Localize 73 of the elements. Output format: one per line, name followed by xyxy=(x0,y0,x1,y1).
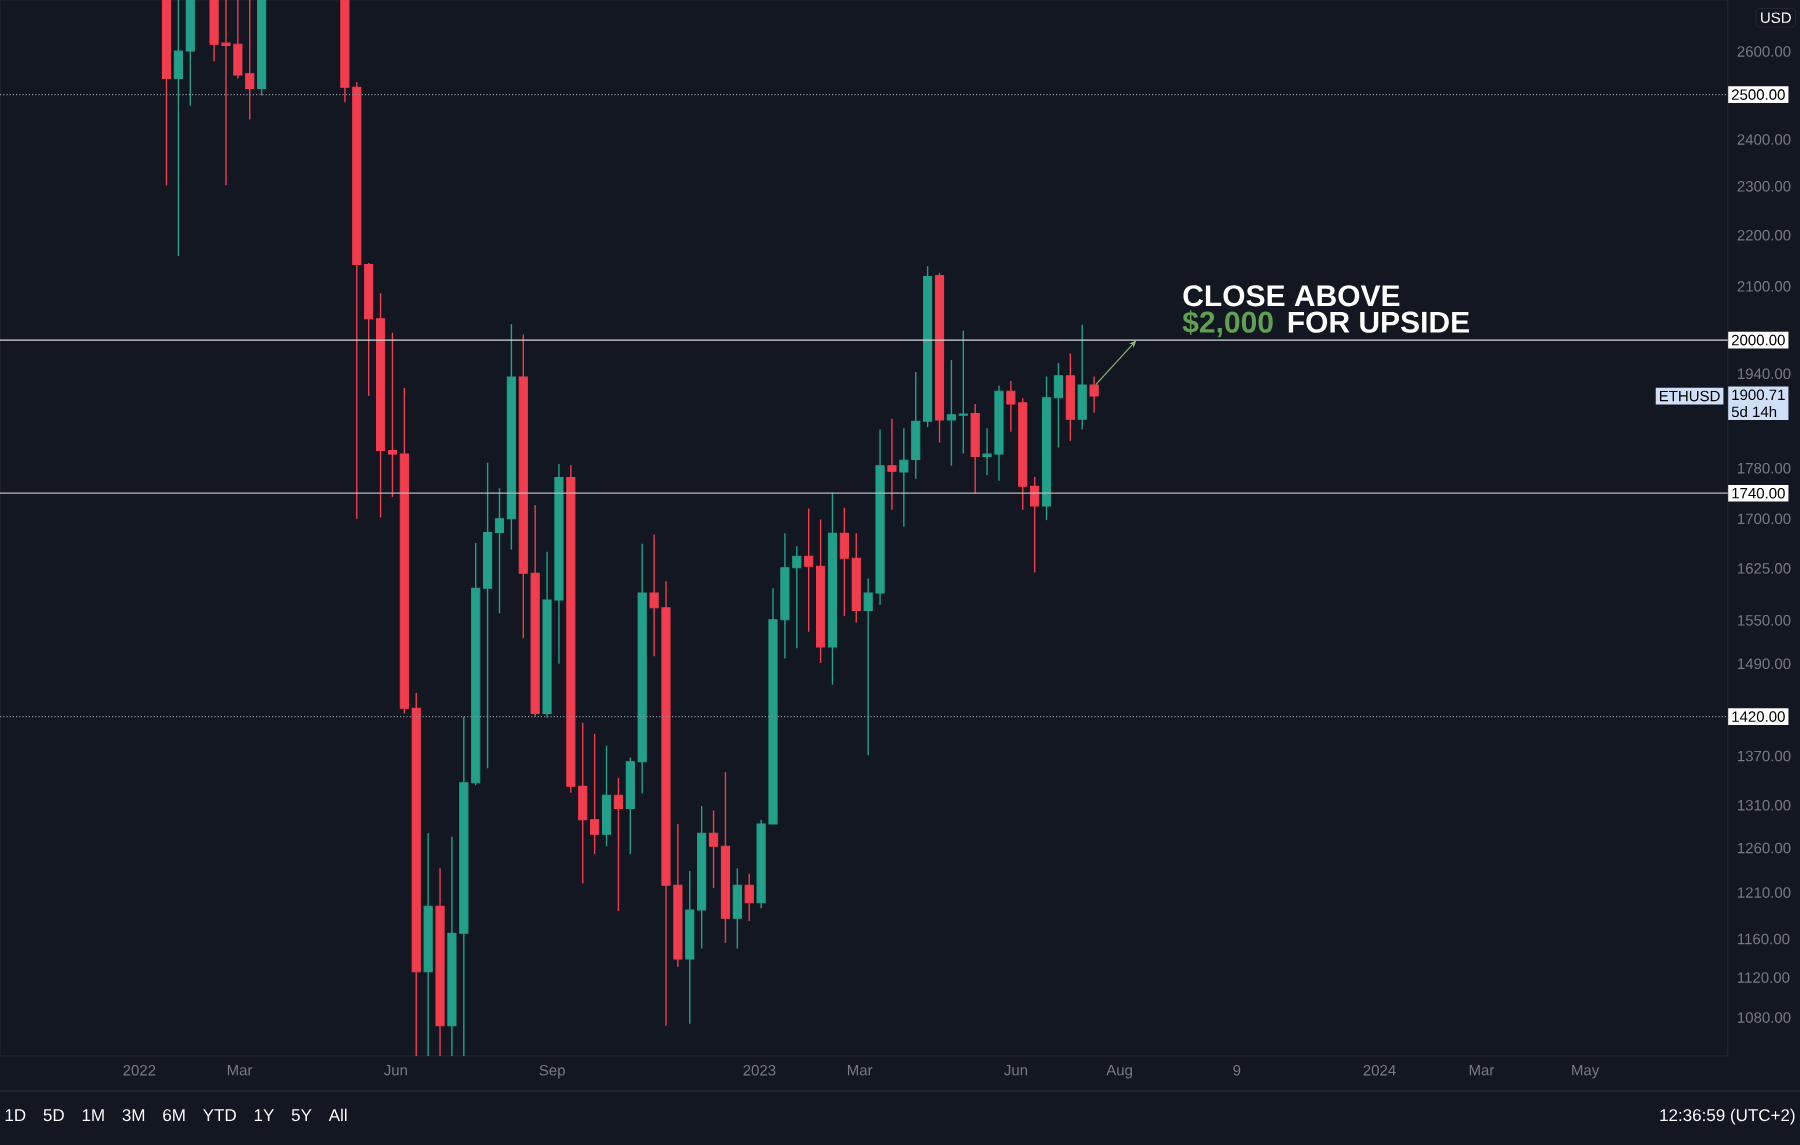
x-tick-label: 2023 xyxy=(743,1064,776,1076)
y-tick-label: 2300.00 xyxy=(1737,181,1791,192)
text: 1M xyxy=(82,1109,104,1121)
candlestick xyxy=(1030,476,1040,574)
candlestick xyxy=(899,427,909,528)
candlestick xyxy=(1006,380,1016,433)
annotation: CLOSE ABOVE xyxy=(1183,285,1400,307)
y-tick-label: 1700.00 xyxy=(1738,513,1791,525)
candlestick xyxy=(173,0,183,257)
candlestick xyxy=(863,577,873,756)
x-tick-label: 9 xyxy=(1233,1064,1241,1076)
text: 1D xyxy=(5,1109,26,1121)
x-tick-label: Aug xyxy=(1106,1064,1132,1079)
ref-line-label: 2500.00 xyxy=(1731,89,1785,100)
candlestick xyxy=(887,417,897,511)
text: 1900.71 xyxy=(1732,389,1785,401)
text: 3M xyxy=(122,1109,145,1122)
candlestick xyxy=(387,332,398,498)
candlestick xyxy=(958,330,968,455)
y-tick-label: 1780.00 xyxy=(1738,462,1791,474)
y-tick-label: 1310.00 xyxy=(1738,799,1791,811)
candlestick xyxy=(1053,362,1064,449)
candlestick xyxy=(245,0,255,121)
y-tick-label: 2600.00 xyxy=(1737,46,1791,57)
y-tick-label: 1260.00 xyxy=(1738,842,1791,854)
text: 1Y xyxy=(254,1109,274,1121)
x-tick-label: Mar xyxy=(227,1064,253,1076)
candlestick xyxy=(221,0,231,187)
x-tick-label: 2024 xyxy=(1363,1064,1396,1076)
candlestick xyxy=(744,872,754,922)
x-tick-label: Mar xyxy=(847,1064,873,1076)
candlestick xyxy=(708,809,719,889)
annotation: ETHUSD xyxy=(1659,390,1720,402)
annotation: FOR UPSIDE xyxy=(1288,311,1469,333)
ref-line-label: 1740.00 xyxy=(1732,487,1785,499)
candlestick xyxy=(1089,375,1099,414)
y-tick-label: 1940.00 xyxy=(1738,368,1791,380)
y-tick-label: 1550.00 xyxy=(1738,615,1791,626)
x-tick-label: Jun xyxy=(1004,1064,1028,1076)
y-tick-label: 1370.00 xyxy=(1738,750,1791,762)
y-tick-label: 2200.00 xyxy=(1737,229,1791,241)
text: 5d 14h xyxy=(1731,406,1777,418)
y-tick-label: 2100.00 xyxy=(1737,281,1791,292)
text: 5D xyxy=(43,1109,64,1122)
ref-line-label: 2000.00 xyxy=(1731,334,1785,346)
y-tick-label: 1210.00 xyxy=(1738,887,1791,898)
candlestick xyxy=(649,533,659,658)
y-tick-label: 1080.00 xyxy=(1738,1012,1791,1023)
ref-line-label: 1420.00 xyxy=(1732,711,1785,722)
y-tick-label: 1625.00 xyxy=(1738,563,1791,574)
candlestick xyxy=(804,507,814,633)
text: USD xyxy=(1761,12,1791,24)
x-tick-label: Jun xyxy=(383,1064,407,1076)
x-tick-label: May xyxy=(1572,1064,1600,1079)
y-tick-label: 1490.00 xyxy=(1738,658,1791,670)
text: 12:36:59 (UTC+2) xyxy=(1660,1108,1795,1125)
y-tick-label: 1120.00 xyxy=(1738,972,1790,983)
candlestick xyxy=(982,427,992,476)
text: 5Y xyxy=(291,1109,312,1122)
y-tick-label: 2400.00 xyxy=(1737,134,1791,145)
y-tick-label: 1160.00 xyxy=(1738,933,1790,945)
text: YTD xyxy=(203,1109,236,1121)
candlestick xyxy=(946,359,956,467)
candlestick xyxy=(590,733,600,855)
x-tick-label: Mar xyxy=(1469,1064,1495,1076)
candlestick xyxy=(613,777,623,912)
candlestick xyxy=(494,487,505,614)
text: All xyxy=(328,1108,347,1121)
candlestick xyxy=(792,545,802,649)
text: 6M xyxy=(163,1109,185,1122)
annotation: $2,000 xyxy=(1182,310,1273,338)
x-tick-label: Sep xyxy=(539,1064,565,1079)
x-tick-label: 2022 xyxy=(123,1064,156,1076)
